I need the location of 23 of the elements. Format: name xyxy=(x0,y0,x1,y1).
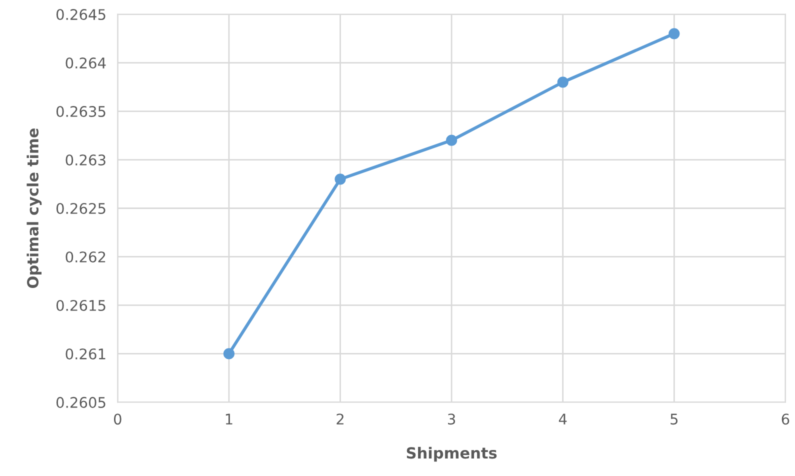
point xyxy=(557,76,568,88)
point xyxy=(334,174,346,185)
y-tick-label: 0.2625 xyxy=(56,202,106,214)
x-tick-label: 6 xyxy=(782,414,790,425)
x-tick-label: 0 xyxy=(114,414,122,425)
point xyxy=(223,348,235,360)
y-tick-label: 0.2605 xyxy=(56,396,106,408)
x-tick-label: 5 xyxy=(670,414,678,425)
y-tick-label: 0.263 xyxy=(66,154,106,166)
x-axis-title: Shipments xyxy=(406,446,497,462)
point xyxy=(446,134,458,146)
x-tick-label: 4 xyxy=(558,414,567,424)
y-tick-label: 0.264 xyxy=(66,57,106,69)
y-axis-title: Optimal cycle time xyxy=(26,128,42,288)
y-tick-label: 0.2635 xyxy=(56,106,106,118)
point xyxy=(668,28,680,40)
x-tick-label: 3 xyxy=(448,414,456,425)
x-tick-label: 1 xyxy=(226,414,232,424)
x-tick-label: 2 xyxy=(336,414,344,424)
y-tick-label: 0.2645 xyxy=(56,8,106,20)
y-tick-label: 0.2615 xyxy=(56,300,106,311)
y-tick-label: 0.262 xyxy=(66,251,106,262)
y-tick-label: 0.261 xyxy=(66,348,106,360)
